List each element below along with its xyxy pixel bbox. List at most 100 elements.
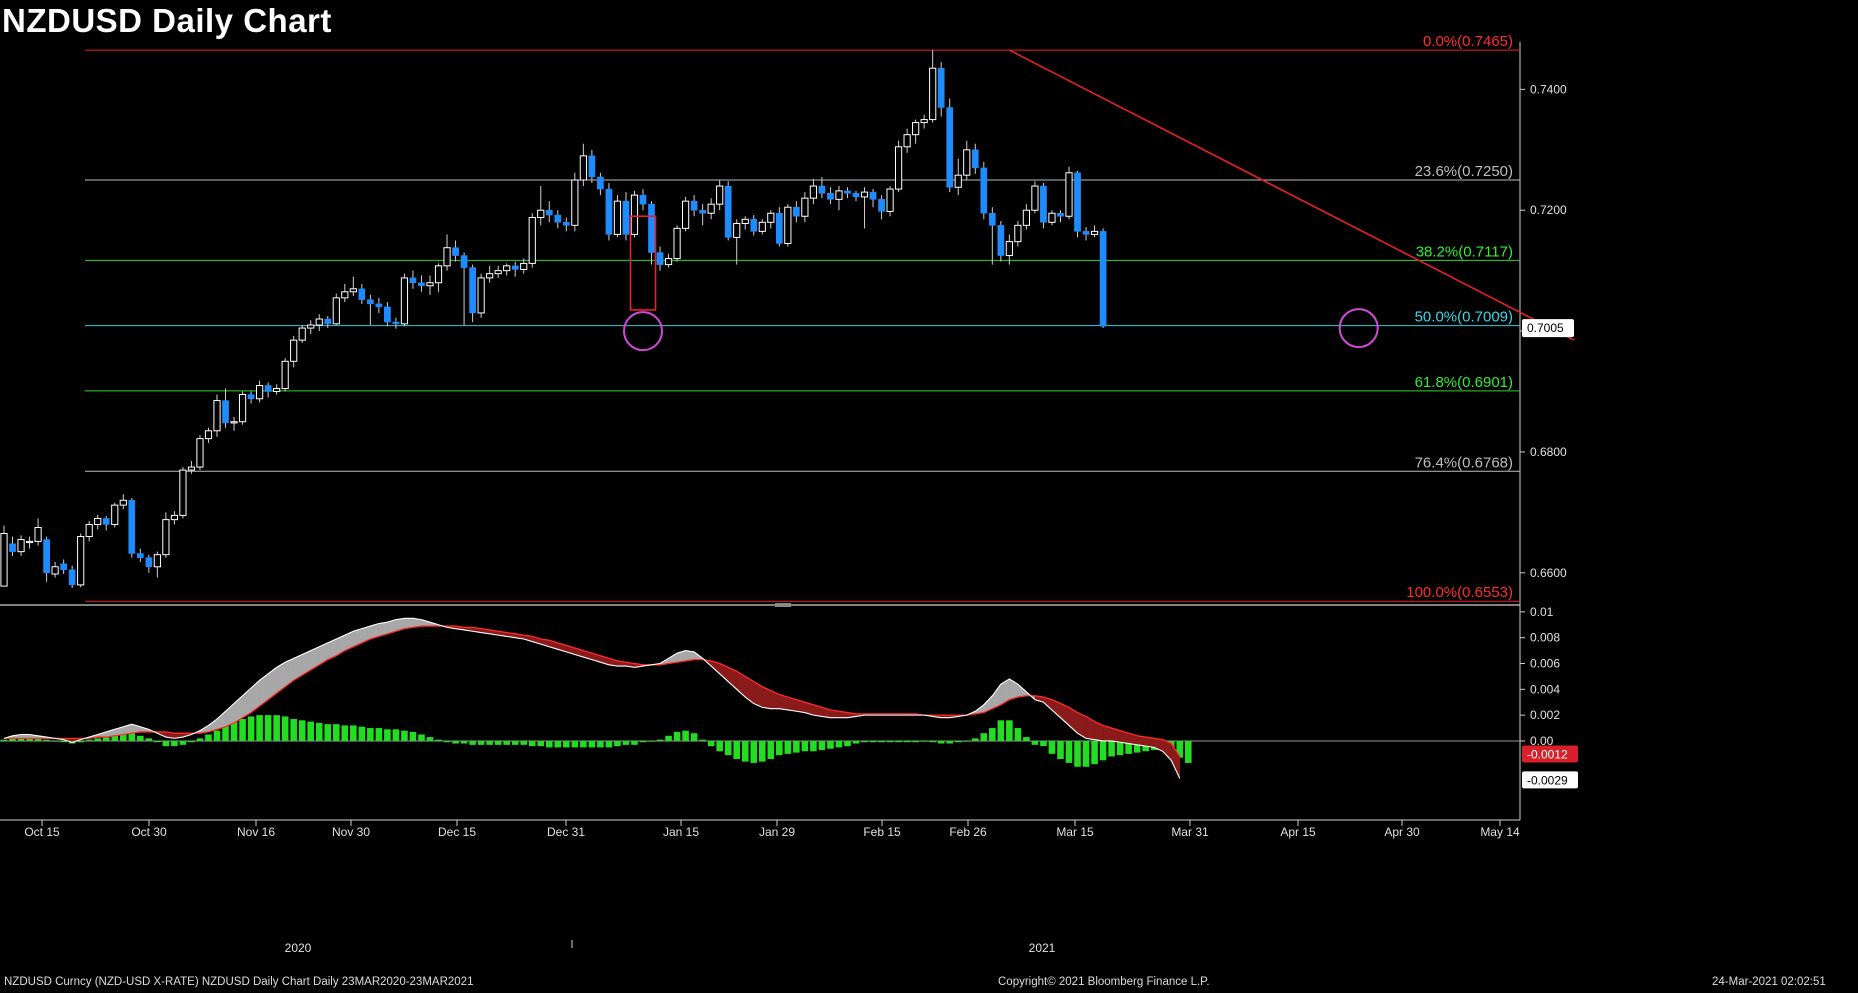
macd-histogram-bar — [665, 735, 672, 741]
macd-histogram-bar — [580, 740, 587, 748]
candle-body-up — [162, 519, 170, 556]
macd-histogram-bar — [954, 740, 962, 743]
macd-histogram-bar — [256, 715, 263, 741]
candle-body-up — [17, 539, 25, 553]
macd-histogram-bar — [171, 740, 178, 747]
candle-body-up — [1014, 224, 1022, 243]
candle-body-up — [886, 188, 894, 212]
macd-histogram-bar — [971, 738, 979, 741]
macd-line — [3, 617, 1181, 779]
macd-histogram-bar — [94, 738, 102, 741]
candle-body-down — [128, 500, 136, 554]
candle-body-down — [878, 199, 885, 212]
candle-body-up — [903, 134, 911, 148]
macd-histogram-bar — [895, 740, 902, 743]
fib-label: 100.0%(0.6553) — [1406, 584, 1513, 601]
macd-histogram-bar — [963, 740, 971, 742]
candle-body-up — [707, 203, 715, 214]
macd-histogram-bar — [639, 740, 647, 743]
macd-histogram-bar — [137, 735, 144, 741]
candle-body-down — [988, 212, 996, 226]
macd-tick-label: 0.006 — [1530, 657, 1560, 671]
macd-histogram-bar — [588, 740, 596, 748]
macd-histogram-bar — [520, 740, 528, 745]
x-tick-label: Feb 15 — [863, 825, 901, 839]
macd-histogram-bar — [707, 740, 715, 747]
candle-body-down — [1099, 231, 1107, 327]
candle-body-up — [954, 174, 962, 188]
macd-histogram-bar — [43, 739, 50, 741]
x-tick-label: Oct 30 — [131, 825, 167, 839]
candle-body-down — [145, 557, 153, 568]
candle-body-up — [860, 191, 869, 198]
macd-histogram-bar — [350, 725, 357, 741]
x-tick-label: Dec 31 — [547, 825, 585, 839]
candle-body-down — [68, 569, 76, 586]
macd-histogram-bar — [1074, 740, 1081, 767]
macd-histogram-bar — [188, 740, 195, 743]
candle-body-down — [264, 385, 272, 392]
macd-histogram-bar — [162, 740, 170, 747]
macd-histogram-bar — [793, 740, 800, 753]
macd-histogram-bar — [128, 731, 136, 741]
candle-body-up — [25, 540, 34, 544]
macd-value-label: -0.0012 — [1527, 747, 1568, 761]
candle-body-up — [579, 155, 587, 181]
candle-body-down — [60, 563, 67, 571]
macd-histogram-bar — [758, 740, 766, 762]
candle-body-up — [281, 360, 289, 389]
x-tick-label: Nov 30 — [332, 825, 370, 839]
candle-body-up — [256, 384, 264, 400]
candle-body-up — [298, 327, 306, 341]
macd-histogram-bar — [835, 740, 843, 748]
macd-histogram-bar — [614, 740, 621, 747]
macd-histogram-bar — [937, 740, 945, 744]
macd-histogram-bar — [1040, 740, 1047, 747]
candle-body-down — [775, 212, 783, 244]
macd-histogram-bar — [213, 730, 221, 741]
macd-histogram-bar — [656, 739, 664, 741]
macd-histogram-bar — [511, 740, 519, 745]
macd-histogram-bar — [920, 740, 928, 742]
macd-histogram-bar — [34, 738, 42, 741]
macd-value-label: -0.0029 — [1527, 773, 1568, 787]
candle-body-down — [648, 203, 655, 253]
macd-histogram-bar — [690, 733, 698, 741]
macd-histogram-bar — [486, 740, 493, 745]
macd-tick-label: 0.00 — [1530, 734, 1554, 748]
macd-histogram-bar — [724, 740, 732, 756]
candle-body-down — [997, 225, 1005, 256]
candle-body-up — [0, 533, 8, 587]
macd-histogram-bar — [307, 721, 315, 741]
last-price-label: 0.7005 — [1527, 321, 1564, 335]
candle-body-up — [187, 466, 196, 471]
macd-histogram-bar — [571, 740, 579, 748]
macd-histogram-bar — [1125, 740, 1132, 754]
macd-histogram-bar — [205, 734, 212, 741]
candle-body-down — [1057, 212, 1064, 217]
candle-body-down — [136, 553, 144, 558]
candle-body-up — [204, 430, 213, 440]
candle-body-up — [835, 190, 843, 200]
macd-histogram-bar — [435, 739, 442, 741]
macd-histogram-bar — [741, 740, 749, 762]
candle-body-up — [1048, 212, 1056, 223]
candle-body-up — [290, 339, 298, 362]
macd-histogram-bar — [179, 740, 187, 745]
candle-body-down — [690, 200, 698, 211]
highlight-circle — [1338, 308, 1379, 349]
candle-body-up — [434, 265, 443, 284]
candle-body-down — [222, 400, 229, 424]
price-tick-label: 0.6800 — [1530, 445, 1567, 459]
macd-histogram-bar — [827, 740, 834, 749]
macd-histogram-bar — [563, 740, 570, 748]
macd-histogram-bar — [443, 740, 451, 743]
candle-body-down — [622, 200, 630, 235]
macd-histogram-bar — [281, 716, 289, 741]
macd-histogram-bar — [878, 740, 885, 743]
candle-body-down — [375, 303, 383, 308]
macd-histogram-bar — [622, 740, 630, 745]
candle-body-up — [196, 438, 204, 468]
macd-histogram-bar — [418, 734, 425, 741]
macd-tick-label: 0.01 — [1530, 605, 1554, 619]
